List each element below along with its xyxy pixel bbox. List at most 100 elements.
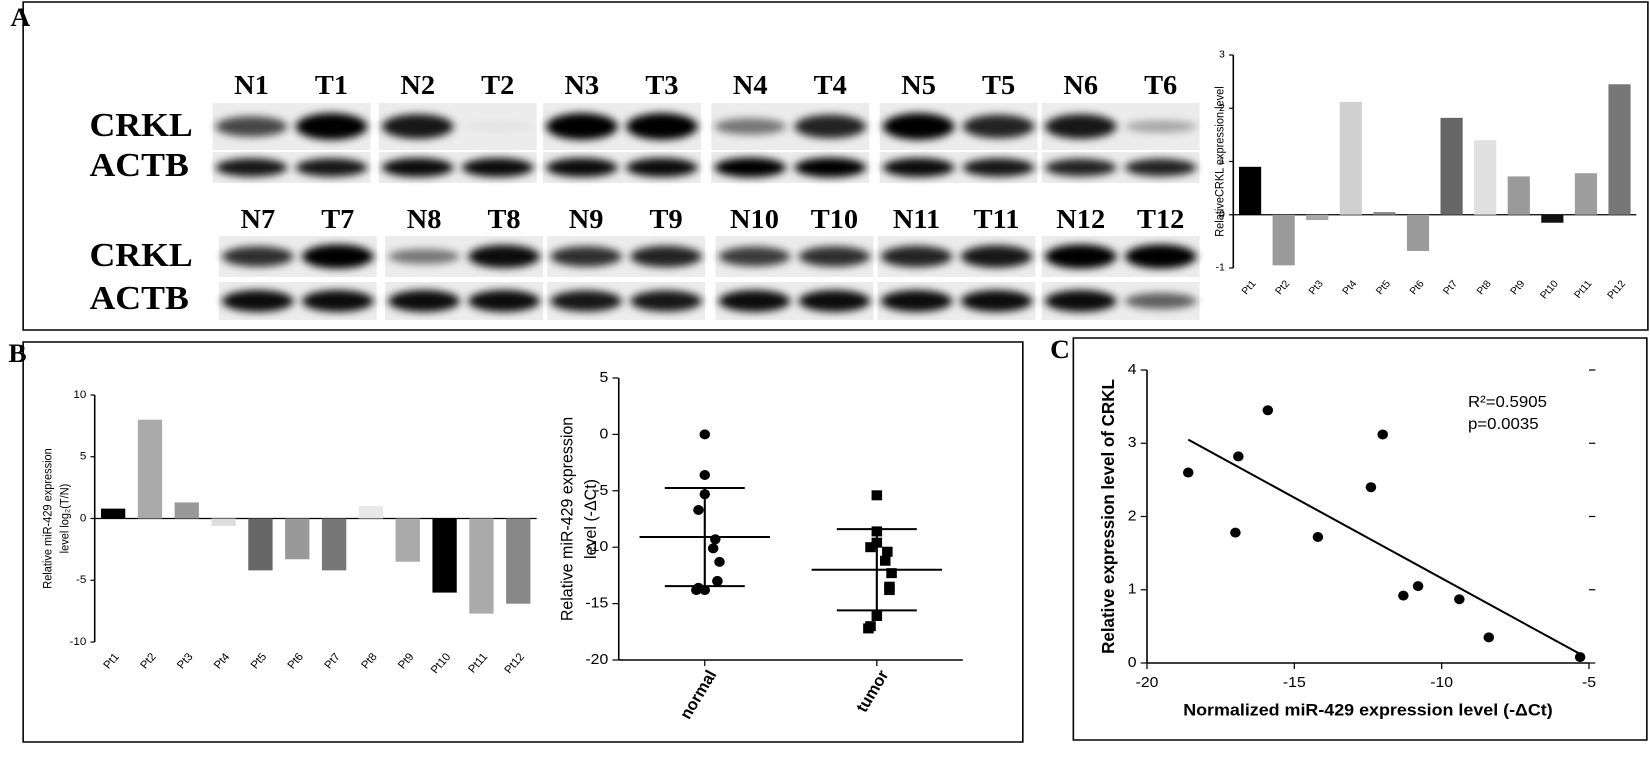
protein-label: ACTB	[89, 146, 188, 184]
band	[302, 244, 374, 269]
y-tick-label: 3	[1219, 50, 1225, 61]
bar	[1474, 140, 1497, 215]
fit-line	[1187, 438, 1584, 657]
data-point	[1262, 405, 1274, 416]
band	[302, 289, 374, 313]
panel-frame	[1072, 337, 1648, 741]
y-tick-label: -5	[594, 482, 608, 499]
panel-label: C	[1050, 335, 1070, 364]
data-point	[1182, 467, 1194, 478]
data-point	[865, 542, 876, 553]
data-point	[699, 429, 711, 440]
band	[714, 157, 787, 178]
lane-label: N11	[893, 204, 940, 234]
bar	[1272, 214, 1295, 266]
bar	[137, 419, 163, 519]
band	[630, 290, 702, 312]
y-tick-label: 0	[1219, 210, 1225, 221]
lane-label: N3	[565, 70, 600, 100]
data-point	[693, 504, 704, 515]
x-axis-label: Normalized miR-429 expression level (-ΔC…	[1183, 700, 1553, 719]
bar	[1507, 176, 1530, 215]
bar	[321, 518, 347, 571]
band	[882, 157, 955, 178]
x-tick-label: Pt3	[1307, 278, 1326, 297]
band	[215, 158, 288, 177]
y-tick-label: 1	[1128, 581, 1137, 598]
bar	[1440, 117, 1463, 215]
lane-label: T5	[982, 70, 1015, 100]
band	[880, 245, 953, 268]
y-axis-label: Relative miR-429 expression	[558, 417, 576, 621]
annotation: p=0.0035	[1468, 416, 1539, 434]
band	[882, 113, 955, 140]
lane-label: N5	[901, 70, 936, 100]
band	[388, 289, 460, 313]
band	[798, 246, 871, 267]
x-tick-label: Pt9	[1509, 278, 1528, 297]
bar	[432, 518, 457, 593]
y-tick-label: 3	[1128, 435, 1137, 452]
x-tick-label: Pt11	[466, 651, 490, 675]
band	[880, 289, 953, 313]
data-point	[882, 546, 893, 557]
band	[960, 289, 1033, 313]
x-tick-label: -15	[1283, 674, 1306, 691]
y-tick-label: 0	[80, 513, 86, 525]
band	[1044, 289, 1117, 313]
y-tick-label: -10	[70, 636, 87, 648]
lane-label: T2	[481, 70, 514, 100]
lane-label: N2	[400, 70, 435, 100]
band	[215, 116, 288, 137]
bar	[506, 518, 531, 604]
y-tick-label: -10	[585, 538, 608, 555]
x-tick-label: Pt2	[1274, 278, 1293, 297]
data-point	[879, 555, 891, 566]
y-tick-label: 5	[80, 451, 86, 463]
band	[295, 158, 368, 177]
y-tick-label: 10	[73, 389, 86, 401]
band	[962, 114, 1035, 139]
x-tick-label: Pt5	[1374, 278, 1393, 297]
band	[461, 122, 534, 131]
data-point	[699, 470, 711, 481]
data-point	[707, 543, 719, 554]
x-tick-label: Pt2	[138, 651, 159, 671]
y-axis-label: Relative miR-429 expression	[42, 448, 54, 588]
band	[295, 113, 368, 140]
band	[222, 246, 294, 267]
data-point	[1230, 527, 1241, 538]
band	[1044, 244, 1117, 269]
x-tick-label: Pt10	[429, 651, 454, 676]
y-tick-label: -15	[585, 595, 608, 612]
data-point	[712, 576, 723, 587]
bar	[1373, 212, 1396, 215]
band	[1124, 120, 1197, 133]
data-point	[871, 611, 883, 622]
lane-label: T3	[645, 70, 678, 100]
x-tick-label: tumor	[853, 667, 893, 716]
x-tick-label: -10	[1430, 674, 1453, 691]
data-point	[884, 585, 895, 596]
lane-label: N1	[234, 70, 269, 100]
x-tick-label: Pt4	[1341, 278, 1360, 297]
band	[550, 290, 622, 312]
bar	[248, 518, 273, 571]
y-tick-label: 4	[1128, 361, 1137, 378]
data-point	[714, 556, 725, 567]
y-tick-label: -5	[76, 574, 86, 586]
y-tick-label: 0	[1128, 654, 1137, 671]
data-point	[1483, 632, 1495, 643]
bar	[174, 502, 199, 519]
data-point	[691, 585, 702, 596]
x-tick-label: Pt6	[1408, 278, 1427, 297]
y-tick-label: 2	[1219, 103, 1225, 114]
lane-label: T9	[650, 204, 683, 234]
data-point	[863, 623, 874, 634]
y-axis-label: RelativeCRKL expression level	[1214, 86, 1226, 236]
band	[388, 248, 460, 265]
data-point	[1365, 482, 1377, 493]
data-point	[1412, 581, 1424, 592]
x-tick-label: Pt12	[502, 651, 527, 676]
